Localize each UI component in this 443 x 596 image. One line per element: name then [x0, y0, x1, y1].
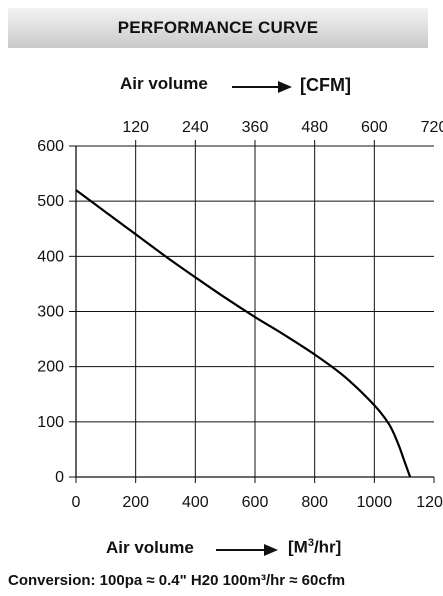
top-tick-label-2: 360 — [242, 119, 269, 136]
x-tick-label-4: 800 — [301, 494, 328, 511]
y-tick-label-6: 600 — [37, 138, 64, 155]
top-axis-label: Air volume — [120, 74, 208, 93]
conversion-note: Conversion: 100pa ≈ 0.4" H20 100m³/hr ≈ … — [8, 572, 346, 589]
top-axis-arrow-icon — [232, 81, 292, 93]
top-tick-label-3: 480 — [301, 119, 328, 136]
top-tick-label-4: 600 — [361, 119, 388, 136]
y-tick-label-3: 300 — [37, 304, 64, 321]
x-axis-unit: [M3/hr] — [288, 537, 342, 557]
performance-curve-chart: 0 100 200 300 400 500 600 0 200 400 600 800 1000 1200… — [37, 119, 443, 511]
x-tick-label-5: 1000 — [357, 494, 393, 511]
y-tick-label-2: 200 — [37, 359, 64, 376]
chart-title: PERFORMANCE CURVE — [117, 18, 319, 37]
top-tick-label-0: 120 — [122, 119, 149, 136]
x-tick-label-0: 0 — [72, 494, 81, 511]
y-tick-label-1: 100 — [37, 414, 64, 431]
chart-title-bar: PERFORMANCE CURVE — [8, 8, 428, 48]
y-tick-label-5: 500 — [37, 193, 64, 210]
performance-curve-line-0 — [75, 189, 412, 478]
top-tick-label-1: 240 — [182, 119, 209, 136]
x-axis-arrow-icon — [216, 544, 278, 556]
x-tick-label-2: 400 — [182, 494, 209, 511]
top-tick-label-5: 720 — [421, 119, 443, 136]
x-tick-label-3: 600 — [242, 494, 269, 511]
x-tick-label-1: 200 — [122, 494, 149, 511]
x-tick-label-6: 1200 — [416, 494, 443, 511]
top-axis-unit: [CFM] — [300, 75, 351, 95]
y-tick-label-4: 400 — [37, 248, 64, 265]
x-axis-label: Air volume — [106, 538, 194, 557]
y-tick-label-0: 0 — [55, 469, 64, 486]
